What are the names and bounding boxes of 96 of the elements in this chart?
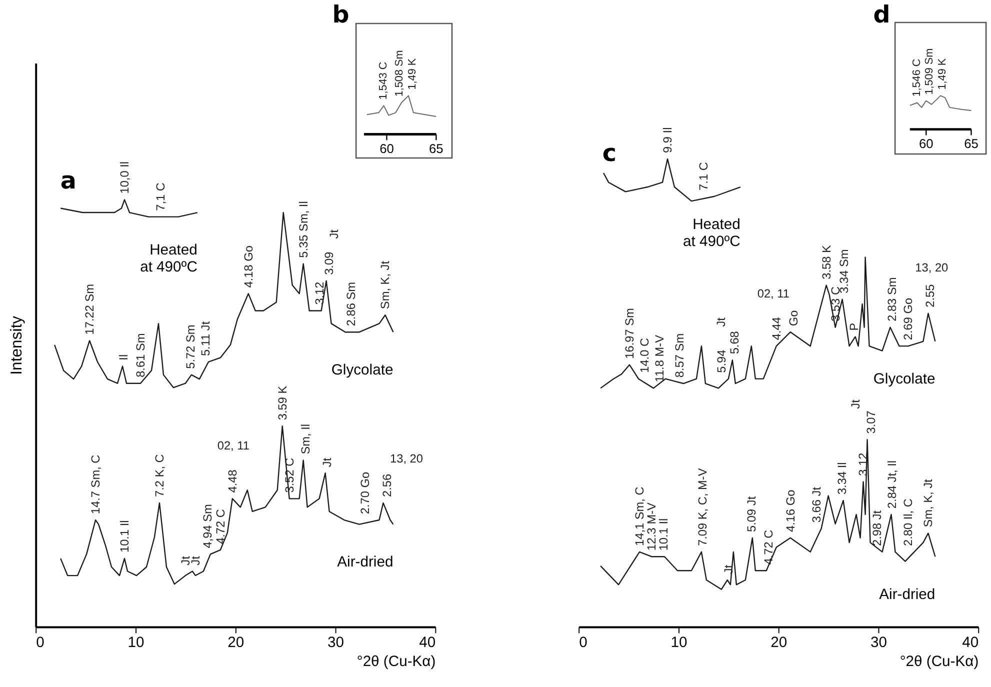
annotation: 1,546 C — [911, 58, 924, 97]
annotation: 02, 11 — [217, 438, 250, 453]
x-tick-label: 20 — [228, 635, 244, 652]
annotation: 17.22 Sm — [82, 284, 96, 335]
annotation: 5.68 — [727, 330, 742, 354]
annotation: 7.1 C — [696, 162, 710, 190]
annotation: 1,508 Sm — [394, 50, 406, 97]
annotation: 1,509 Sm — [924, 48, 936, 95]
annotation: 5.94 — [714, 349, 728, 373]
annotation: 14,1 Sm, C — [632, 486, 646, 546]
chart-title: b — [332, 0, 350, 28]
annotation: 3.12 — [856, 452, 870, 476]
x-tick-label: 10 — [128, 635, 144, 652]
annotation: Jt — [848, 398, 862, 409]
annotation: 5.11 Jt — [198, 320, 212, 356]
annotation: 7.2 K, C — [152, 454, 166, 497]
x-tick-label: 30 — [870, 635, 887, 652]
annotation: 3.52 C — [282, 457, 296, 493]
annotation: 13, 20 — [390, 452, 424, 466]
x-tick-label: 0 — [579, 635, 588, 652]
annotation: 8.57 Sm — [672, 333, 686, 378]
annotation: 4.48 — [225, 469, 240, 493]
annotation: 3.58 K — [819, 244, 834, 280]
annotation: 2.84 Jt, Il — [885, 460, 900, 509]
annotation: 10.1 Il — [117, 520, 132, 553]
annotation: 4.72 C — [213, 508, 228, 544]
annotation: 13, 20 — [915, 260, 949, 275]
annotation: 3.09 — [322, 251, 336, 275]
annotation: 10.1 Il — [656, 518, 670, 551]
annotation: 8.61 Sm — [133, 333, 148, 378]
series-label: Heated at 490ºC — [683, 217, 741, 250]
annotation: 2.98 Jt — [870, 510, 884, 546]
annotation: 12.3 M-V — [644, 502, 658, 551]
annotation: 3.34 Il — [835, 462, 850, 495]
text: Glycolate — [331, 362, 394, 378]
annotation: Sm, K, Jt — [921, 478, 936, 528]
annotation: 2.56 — [380, 474, 394, 497]
annotation: 2.70 Go — [358, 471, 372, 514]
annotation: 4.44 — [769, 316, 784, 340]
annotation: 5.72 Sm — [183, 324, 198, 369]
annotation: Il — [116, 354, 130, 360]
annotation: 7.09 K, C, M-V — [695, 468, 710, 546]
x-tick-label: 40 — [962, 635, 979, 652]
x-axis-title: °2θ (Cu-Kα) — [900, 654, 979, 670]
text: Air-dried — [879, 586, 936, 603]
annotation: 1,49 K — [936, 58, 948, 90]
x-tick-label: 65 — [964, 136, 978, 152]
y-axis-title: Intensity — [8, 316, 26, 375]
series-label: Glycolate — [873, 372, 936, 388]
annotation: 1,543 C — [378, 62, 390, 100]
annotation: 4.18 Go — [241, 245, 256, 288]
x-tick-label: 60 — [918, 136, 934, 152]
annotation: 7,1 C — [153, 182, 168, 211]
series-label: Heated at 490ºC — [140, 242, 198, 276]
annotation: 4,94 Sm — [200, 504, 214, 548]
annotation: Sm, K, Jt — [378, 260, 392, 310]
annotation: 3.07 — [864, 410, 878, 434]
annotation: 2.86 Sm — [344, 282, 358, 326]
annotation: 10,0 Il — [117, 161, 132, 194]
x-tick-label: 0 — [36, 635, 44, 652]
x-tick-label: 10 — [670, 635, 688, 652]
annotation: 2.69 Go — [901, 298, 916, 340]
annotation: Jt — [721, 564, 736, 574]
annotation: Jt — [320, 457, 334, 468]
annotation: Jt — [327, 228, 342, 239]
annotation: Sm, Il — [298, 424, 312, 454]
x-tick-label: 65 — [429, 141, 444, 156]
x-tick-label: 60 — [380, 141, 394, 156]
annotation: 4.72 C — [761, 529, 776, 565]
annotation: Go — [786, 310, 800, 326]
annotation: 14.7 Sm, C — [88, 454, 102, 514]
annotation: 16.97 Sm — [622, 308, 636, 359]
annotation: 2.55 — [923, 284, 938, 308]
chart-title: d — [873, 0, 890, 28]
annotation: 4.16 Go — [783, 489, 798, 532]
annotation: 5.09 Jt — [744, 496, 758, 532]
annotation: 14.0 C — [637, 338, 652, 373]
x-tick-label: 40 — [419, 635, 436, 652]
annotation: P — [847, 322, 862, 331]
chart-title: a — [60, 166, 76, 195]
annotation: 2.83 Sm — [885, 277, 900, 322]
text: Air-dried — [337, 554, 394, 571]
annotation: 1,49 K — [406, 58, 418, 90]
annotation: Jt — [714, 316, 728, 327]
x-tick-label: 30 — [328, 635, 344, 652]
annotation: 9.9 Il — [660, 127, 674, 154]
annotation: 11.8 M-V — [652, 334, 666, 382]
annotation: 3.59 K — [275, 386, 290, 420]
annotation: 3.12 — [312, 282, 326, 305]
annotation: 2.80 Il, C — [901, 498, 916, 546]
chart-title: c — [602, 138, 616, 167]
annotation: 3.66 Jt — [809, 486, 824, 523]
x-tick-label: 20 — [770, 635, 788, 652]
annotation: 02, 11 — [757, 286, 790, 300]
x-axis-title: °2θ (Cu-Kα) — [356, 654, 436, 670]
annotation: 5.35 Sm, Il — [296, 201, 310, 258]
